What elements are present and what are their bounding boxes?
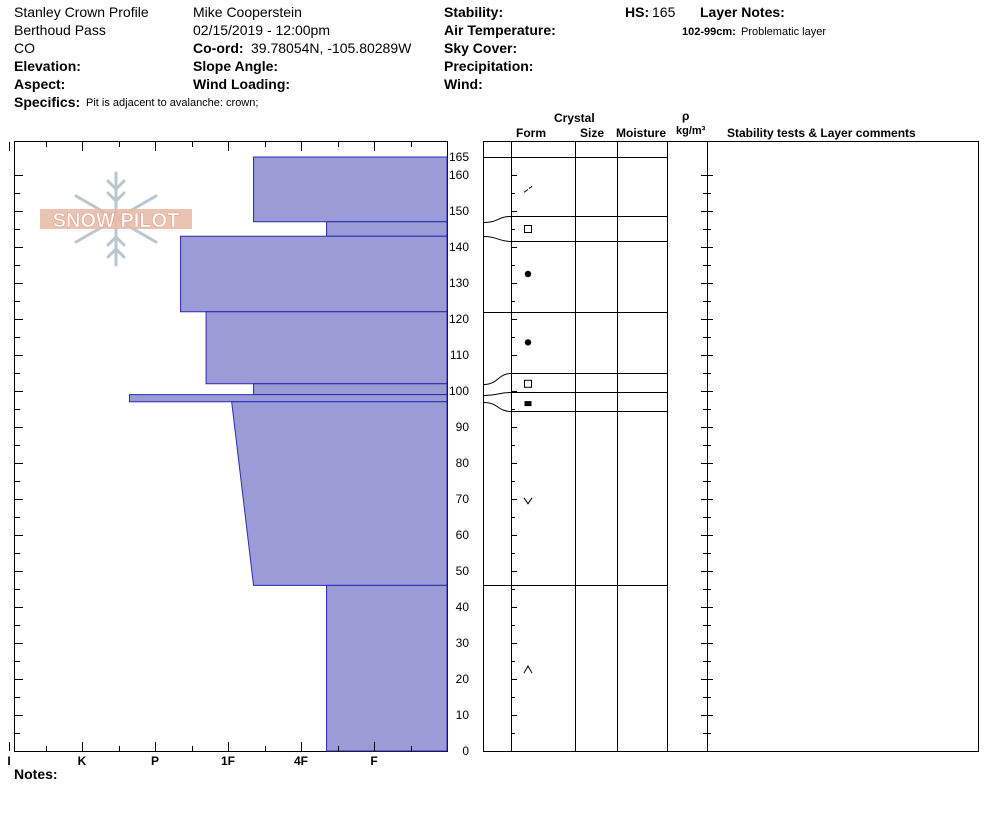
layer-boundaries [483,157,667,586]
state: CO [14,40,35,56]
density-unit-header: kg/m³ [676,125,706,137]
coord-value: 39.78054N, -105.80289W [251,40,412,56]
aspect-label: Aspect: [14,76,66,92]
hardness-layer-0 [253,156,448,223]
faceted-square-icon [524,379,532,388]
hardness-layer-1 [326,221,448,237]
height-label-40: 40 [456,600,470,614]
height-label-0: 0 [462,744,469,758]
datetime: 02/15/2019 - 12:00pm [193,22,330,38]
profile-name: Stanley Crown Profile [14,4,149,20]
rounded-dot-icon [524,270,532,278]
wind-loading-label: Wind Loading: [193,76,291,92]
hs-value: 165 [652,4,676,20]
hardness-layer-6 [231,401,448,586]
notes-label: Notes: [14,766,58,782]
stability-label: Stability: [444,4,504,20]
hardness-label-4F: 4F [294,754,308,768]
depth-hoar-caret-icon [523,664,533,674]
coord-label: Co-ord: [193,40,244,56]
stability-tests-header: Stability tests & Layer comments [727,126,916,140]
faceted-filled-square-icon [524,401,532,407]
hardness-layer-3 [205,311,448,385]
grain-form-symbols [523,185,533,674]
layer-note-range: 102-99cm: [682,26,736,38]
height-label-20: 20 [456,672,470,686]
height-label-10: 10 [456,708,470,722]
location: Berthoud Pass [14,22,106,38]
height-label-165: 165 [449,150,469,164]
height-label-30: 30 [456,636,470,650]
height-label-140: 140 [449,240,469,254]
hardness-layer-5 [128,394,448,403]
faceted-square-icon [524,225,532,233]
height-label-120: 120 [449,312,469,326]
height-label-70: 70 [456,492,470,506]
height-label-110: 110 [450,348,469,362]
observer: Mike Cooperstein [193,4,302,20]
boundary-2 [483,236,667,242]
height-label-50: 50 [456,564,470,578]
hardness-layer-7 [326,584,448,752]
precipitation-label: Precipitation: [444,58,534,74]
hs-label: HS: [625,4,650,20]
size-header: Size [580,126,605,140]
height-label-100: 100 [449,384,469,398]
depth-hoar-cup-icon [523,497,533,505]
elevation-label: Elevation: [14,58,81,74]
boundary-4 [483,373,667,385]
hardness-label-P: P [151,754,159,768]
wind-label: Wind: [444,76,483,92]
layer-grid-frame [483,141,979,752]
crystal-header: Crystal [554,111,595,125]
hardness-layer-2 [180,235,448,313]
hardness-layers [128,156,448,752]
specifics-label: Specifics: [14,94,81,110]
boundary-5 [483,392,667,396]
slope-angle-label: Slope Angle: [193,58,279,74]
decomposing-fragments-icon [523,185,533,193]
hardness-layer-4 [253,383,448,396]
height-label-130: 130 [449,276,469,290]
hardness-label-K: K [78,754,87,768]
hardness-label-F: F [370,754,377,768]
logo-text: SNOW PILOT [53,210,180,232]
specifics-value: Pit is adjacent to avalanche: crown; [86,97,259,109]
grid-height-ticks [511,175,713,734]
hardness-label-1F: 1F [221,754,235,768]
height-label-150: 150 [449,204,469,218]
hardness-axis-ticks [9,142,412,751]
height-axis-labels: 0 10 20 30 40 50 60 70 80 90 100 110 120 130 140 150 160… [449,150,469,758]
boundary-6 [483,402,667,412]
sky-cover-label: Sky Cover: [444,40,518,56]
height-label-90: 90 [456,420,470,434]
form-header: Form [516,126,546,140]
snowpilot-logo: SNOW PILOT [40,171,192,267]
height-label-60: 60 [456,528,470,542]
hardness-axis-labels: I K P 1F 4F F [7,754,377,768]
rho-header: ρ [682,109,690,123]
height-label-80: 80 [456,456,470,470]
layer-notes-label: Layer Notes: [700,4,785,20]
air-temp-label: Air Temperature: [444,22,556,38]
layer-note-text: Problematic layer [741,26,826,38]
boundary-1 [483,216,667,223]
rounded-dot-icon [524,339,532,346]
moisture-header: Moisture [616,126,667,140]
height-label-160: 160 [449,168,469,182]
hardness-label-I: I [7,754,10,768]
